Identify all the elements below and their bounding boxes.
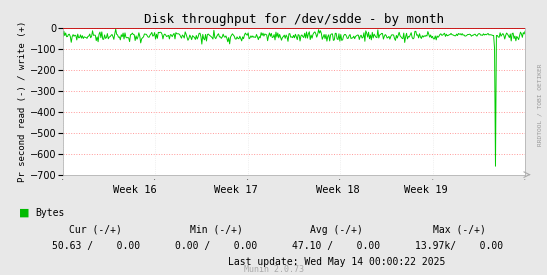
Text: 50.63 /    0.00: 50.63 / 0.00 [51,241,140,251]
Text: Bytes: Bytes [36,208,65,218]
Text: Cur (-/+): Cur (-/+) [69,225,122,235]
Text: Last update: Wed May 14 00:00:22 2025: Last update: Wed May 14 00:00:22 2025 [228,257,445,267]
Text: ■: ■ [19,208,30,218]
Text: Week 17: Week 17 [214,185,258,195]
Text: Week 16: Week 16 [113,185,156,195]
Text: Week 19: Week 19 [404,185,447,195]
Text: 13.97k/    0.00: 13.97k/ 0.00 [415,241,504,251]
Text: Max (-/+): Max (-/+) [433,225,486,235]
Title: Disk throughput for /dev/sdde - by month: Disk throughput for /dev/sdde - by month [144,13,444,26]
Text: Avg (-/+): Avg (-/+) [310,225,363,235]
Text: 47.10 /    0.00: 47.10 / 0.00 [292,241,381,251]
Text: Min (-/+): Min (-/+) [190,225,242,235]
Text: 0.00 /    0.00: 0.00 / 0.00 [175,241,257,251]
Text: RRDTOOL / TOBI OETIKER: RRDTOOL / TOBI OETIKER [538,63,543,146]
Y-axis label: Pr second read (-) / write (+): Pr second read (-) / write (+) [18,20,27,182]
Text: Munin 2.0.73: Munin 2.0.73 [243,265,304,274]
Text: Week 18: Week 18 [316,185,360,195]
